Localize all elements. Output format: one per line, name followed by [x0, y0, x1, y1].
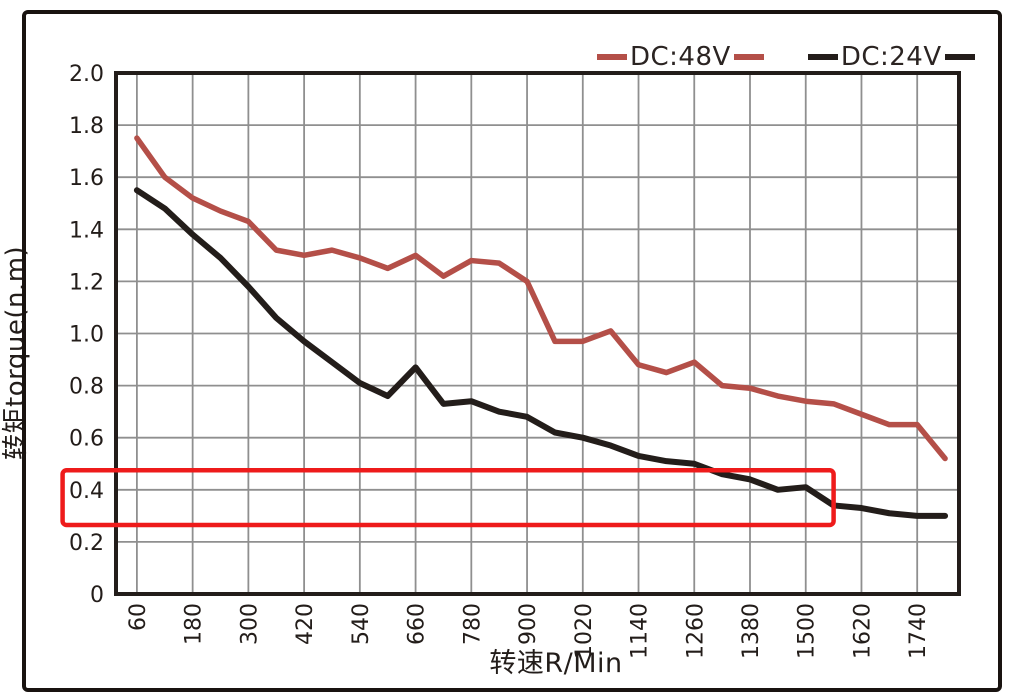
x-tick-label: 1260 — [683, 603, 708, 659]
y-tick-label: 1.0 — [69, 323, 104, 348]
y-axis-title: 转矩torque(n.m) — [1, 245, 31, 460]
x-axis-title: 转速R/Min — [489, 648, 623, 679]
x-tick-label: 1500 — [795, 603, 820, 659]
x-tick-label: 1140 — [628, 603, 653, 659]
legend-line-right-dc24v — [944, 54, 975, 60]
y-tick-label: 1.4 — [69, 218, 104, 243]
y-tick-label: 1.2 — [69, 270, 104, 295]
y-tick-label: 0.8 — [69, 375, 104, 400]
x-tick-label: 180 — [182, 603, 207, 645]
y-tick-label: 0.4 — [69, 479, 104, 504]
x-tick-label: 660 — [405, 603, 430, 645]
y-tick-label: 2.0 — [69, 62, 104, 87]
y-tick-label: 0 — [90, 583, 104, 608]
legend-label-dc48v: DC:48V — [630, 42, 731, 72]
legend: DC:48V DC:24V — [597, 42, 975, 72]
x-tick-label: 900 — [516, 603, 541, 645]
legend-line-left-dc48v — [597, 54, 627, 60]
x-tick-label: 1740 — [906, 603, 931, 659]
legend-label-dc24v: DC:24V — [840, 42, 942, 72]
x-tick-label: 1020 — [572, 603, 597, 659]
highlight-box — [60, 468, 836, 528]
y-tick-label: 1.8 — [69, 114, 104, 139]
curve-dc48v — [134, 135, 948, 462]
x-tick-label: 420 — [293, 603, 318, 645]
y-tick-label: 1.6 — [69, 166, 104, 191]
legend-line-right-dc48v — [733, 54, 764, 60]
plot-frame — [114, 71, 961, 596]
legend-line-left-dc24v — [807, 54, 838, 60]
y-tick-label: 0.6 — [69, 427, 104, 452]
x-tick-label: 60 — [126, 603, 151, 631]
x-tick-label: 780 — [460, 603, 485, 645]
x-tick-label: 540 — [349, 603, 374, 645]
y-tick-label: 0.2 — [69, 531, 104, 556]
legend-item-dc24v: DC:24V — [807, 42, 975, 72]
x-tick-label: 1380 — [739, 603, 764, 659]
x-tick-label: 1620 — [850, 603, 875, 659]
x-tick-label: 300 — [237, 603, 262, 645]
curve-dc24v — [133, 187, 949, 519]
legend-item-dc48v: DC:48V — [597, 42, 764, 72]
